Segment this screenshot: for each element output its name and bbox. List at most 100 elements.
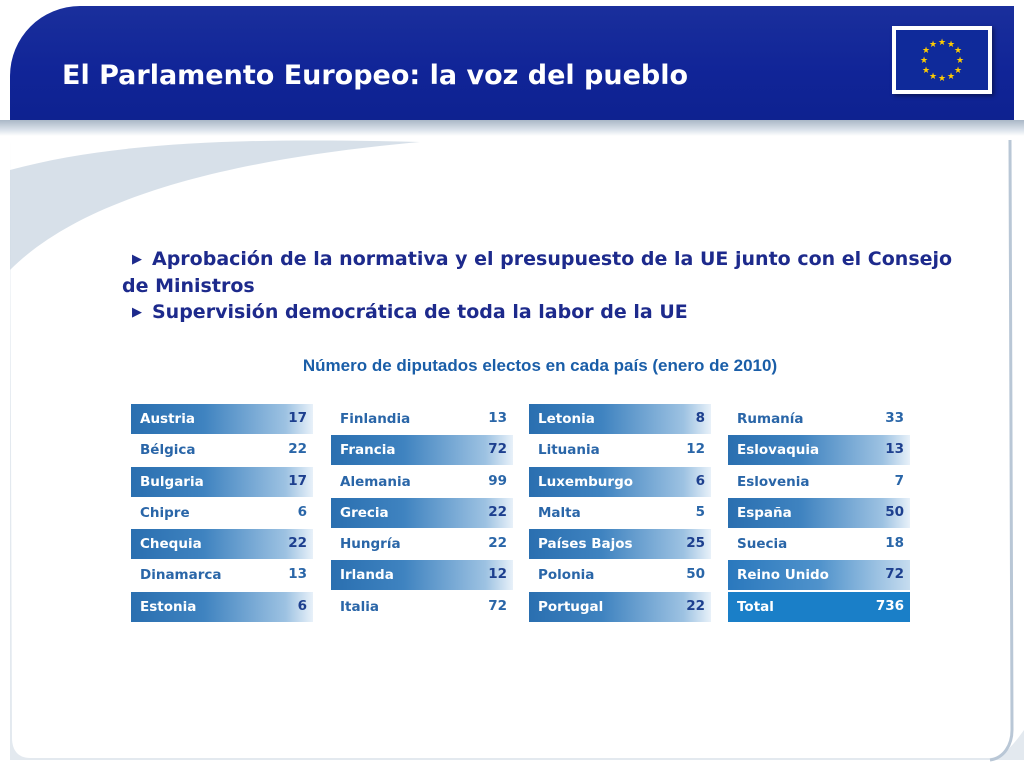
country-name: Total — [737, 598, 774, 615]
seat-count: 5 — [695, 503, 705, 520]
seat-count: 13 — [488, 410, 507, 426]
table-row: Grecia 22 — [331, 497, 513, 528]
seat-count: 22 — [288, 441, 307, 458]
table-column: Austria 17 Bélgica 22 Bulgaria 17 Chipre 6 Chequ… — [131, 404, 313, 623]
seat-count: 72 — [885, 566, 904, 583]
eu-flag-icon: ★ ★ ★ ★ ★ ★ ★ ★ ★ ★ ★ ★ — [896, 30, 988, 90]
svg-text:★: ★ — [938, 38, 946, 48]
country-name: Malta — [538, 504, 581, 521]
table-row: España 50 — [728, 497, 910, 528]
seat-count: 6 — [297, 597, 307, 614]
country-name: España — [737, 504, 792, 521]
seat-count: 6 — [695, 472, 705, 489]
seat-count: 22 — [288, 535, 307, 552]
country-name: Luxemburgo — [538, 473, 634, 490]
country-name: Polonia — [538, 567, 595, 584]
table-row: Malta 5 — [529, 497, 711, 528]
country-name: Reino Unido — [737, 567, 829, 584]
seat-count: 6 — [297, 503, 307, 520]
bullet-item: ▶ Supervisión democrática de toda la labo… — [122, 299, 962, 326]
country-name: Eslovenia — [737, 473, 810, 490]
seat-count: 7 — [894, 472, 904, 489]
seat-count: 12 — [488, 566, 507, 583]
table-column: Finlandia 13 Francia 72 Alemania 99 Grecia 22 Hu… — [331, 404, 513, 623]
country-name: Estonia — [140, 598, 197, 615]
seat-count: 99 — [488, 472, 507, 489]
svg-text:★: ★ — [938, 74, 946, 84]
bullet-text: Aprobación de la normativa y el presupue… — [122, 248, 953, 297]
svg-text:★: ★ — [922, 46, 930, 56]
country-name: Chipre — [140, 504, 190, 521]
table-row: Estonia 6 — [131, 591, 313, 622]
table-row: Irlanda 12 — [331, 560, 513, 591]
country-name: Grecia — [340, 504, 389, 521]
table-row: Hungría 22 — [331, 529, 513, 560]
eu-flag-frame: ★ ★ ★ ★ ★ ★ ★ ★ ★ ★ ★ ★ — [892, 26, 992, 94]
table-row: Rumanía 33 — [728, 404, 910, 434]
country-name: Austria — [140, 411, 195, 427]
table-row: Alemania 99 — [331, 466, 513, 497]
country-name: Italia — [340, 598, 379, 615]
country-name: Dinamarca — [140, 567, 222, 584]
table-row: Portugal 22 — [529, 591, 711, 622]
seat-count: 18 — [885, 535, 904, 552]
svg-text:★: ★ — [954, 66, 962, 76]
table-row: Francia 72 — [331, 435, 513, 466]
seat-count: 50 — [686, 566, 705, 583]
seat-count: 50 — [885, 503, 904, 520]
country-name: Francia — [340, 442, 396, 459]
svg-text:★: ★ — [929, 40, 937, 50]
header-shadow — [0, 120, 1024, 136]
svg-text:★: ★ — [929, 72, 937, 82]
seat-count: 736 — [875, 597, 904, 614]
bullet-item: ▶ Aprobación de la normativa y el presupu… — [122, 246, 962, 299]
svg-text:★: ★ — [954, 46, 962, 56]
country-name: Bulgaria — [140, 473, 204, 490]
country-name: Portugal — [538, 598, 604, 615]
svg-text:★: ★ — [947, 40, 955, 50]
table-row: Letonia 8 — [529, 404, 711, 434]
country-name: Lituania — [538, 442, 600, 459]
seat-count: 17 — [288, 472, 307, 489]
table-row: Eslovenia 7 — [728, 466, 910, 497]
bullet-text: Supervisión democrática de toda la labor… — [152, 301, 688, 323]
svg-text:★: ★ — [922, 66, 930, 76]
triangle-right-icon: ▶ — [132, 305, 142, 320]
seat-count: 17 — [288, 410, 307, 426]
seat-count: 25 — [686, 535, 705, 552]
seat-count: 72 — [488, 441, 507, 458]
table-row: Polonia 50 — [529, 560, 711, 591]
table-row: Total 736 — [728, 591, 910, 622]
svg-text:★: ★ — [947, 72, 955, 82]
eu-stars-icon: ★ ★ ★ ★ ★ ★ ★ ★ ★ ★ ★ ★ — [920, 38, 964, 84]
country-name: Suecia — [737, 536, 788, 553]
table-row: Dinamarca 13 — [131, 560, 313, 591]
country-name: Chequia — [140, 536, 202, 553]
table-row: Luxemburgo 6 — [529, 466, 711, 497]
seat-count: 22 — [488, 535, 507, 552]
table-row: Austria 17 — [131, 404, 313, 434]
country-name: Finlandia — [340, 411, 411, 427]
table-row: Suecia 18 — [728, 529, 910, 560]
seat-count: 33 — [885, 410, 904, 426]
country-name: Hungría — [340, 536, 401, 553]
svg-text:★: ★ — [920, 56, 928, 66]
bullet-list: ▶ Aprobación de la normativa y el presupu… — [122, 246, 962, 326]
table-row: Lituania 12 — [529, 435, 711, 466]
seat-count: 12 — [686, 441, 705, 458]
seat-count: 13 — [885, 441, 904, 458]
table-column: Letonia 8 Lituania 12 Luxemburgo 6 Malta 5 Paíse… — [529, 404, 711, 623]
table-row: Chequia 22 — [131, 529, 313, 560]
table-row: Italia 72 — [331, 591, 513, 622]
country-name: Países Bajos — [538, 536, 633, 553]
seat-count: 22 — [488, 503, 507, 520]
table-row: Reino Unido 72 — [728, 560, 910, 591]
table-row: Países Bajos 25 — [529, 529, 711, 560]
seat-count: 8 — [695, 410, 705, 426]
table-row: Chipre 6 — [131, 497, 313, 528]
table-row: Eslovaquia 13 — [728, 435, 910, 466]
triangle-right-icon: ▶ — [132, 252, 142, 267]
chart-title: Número de diputados electos en cada país… — [302, 356, 778, 375]
page-title: El Parlamento Europeo: la voz del pueblo — [62, 60, 689, 91]
country-name: Rumanía — [737, 411, 804, 427]
